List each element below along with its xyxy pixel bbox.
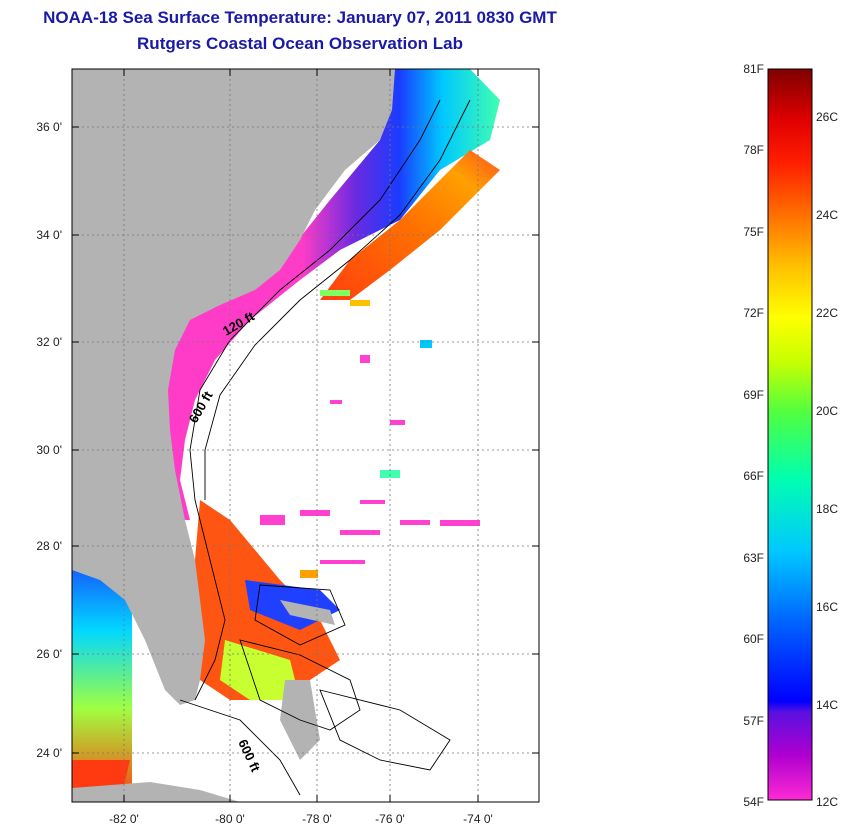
f-label: 78F (743, 143, 764, 157)
lat-label: 32 0' (36, 335, 62, 349)
lat-label: 34 0' (36, 228, 62, 242)
gulf-stream-north (320, 150, 500, 300)
land-cuba (72, 782, 240, 802)
map-title: NOAA-18 Sea Surface Temperature: January… (43, 8, 557, 27)
f-label: 66F (743, 469, 764, 483)
f-label: 75F (743, 225, 764, 239)
lon-label: -82 0' (109, 812, 139, 826)
lat-label: 26 0' (36, 647, 62, 661)
colorbar-celsius-labels: 26C 24C 22C 20C 18C 16C 14C 12C (816, 110, 838, 809)
lat-label: 24 0' (36, 746, 62, 760)
lat-label: 28 0' (36, 539, 62, 553)
temperature-colorbar (767, 68, 813, 801)
c-label: 14C (816, 698, 838, 712)
warm-yellow-patch (220, 640, 300, 700)
lon-label: -80 0' (215, 812, 245, 826)
tick-marks (72, 69, 539, 802)
f-label: 69F (743, 388, 764, 402)
scattered-pixels (260, 290, 480, 578)
f-label: 72F (743, 306, 764, 320)
land-panhandle (72, 480, 100, 495)
c-label: 12C (816, 795, 838, 809)
grid-lines (72, 69, 539, 802)
f-label: 63F (743, 551, 764, 565)
c-label: 16C (816, 600, 838, 614)
lon-label: -78 0' (302, 812, 332, 826)
f-label: 81F (743, 62, 764, 76)
lat-label: 36 0' (36, 120, 62, 134)
lon-label: -74 0' (463, 812, 493, 826)
map-subtitle: Rutgers Coastal Ocean Observation Lab (137, 34, 463, 53)
lat-label: 30 0' (36, 443, 62, 457)
land-grand-bahama (280, 600, 335, 625)
f-label: 57F (743, 714, 764, 728)
cold-shelf-water (140, 69, 500, 520)
c-label: 20C (816, 404, 838, 418)
longitude-labels: -82 0' -80 0' -78 0' -76 0' -74 0' (109, 812, 493, 826)
colorbar-fahrenheit-labels: 81F 78F 75F 72F 69F 66F 63F 60F 57F 54F (743, 62, 764, 809)
c-label: 26C (816, 110, 838, 124)
sst-imagery (72, 69, 500, 802)
c-label: 24C (816, 208, 838, 222)
bathymetry-contours (179, 99, 471, 796)
lon-label: -76 0' (375, 812, 405, 826)
c-label: 22C (816, 306, 838, 320)
map-frame (71, 68, 540, 803)
latitude-labels: 36 0' 34 0' 32 0' 30 0' 28 0' 26 0' 24 0… (36, 120, 62, 760)
c-label: 18C (816, 502, 838, 516)
f-label: 54F (743, 795, 764, 809)
f-label: 60F (743, 632, 764, 646)
